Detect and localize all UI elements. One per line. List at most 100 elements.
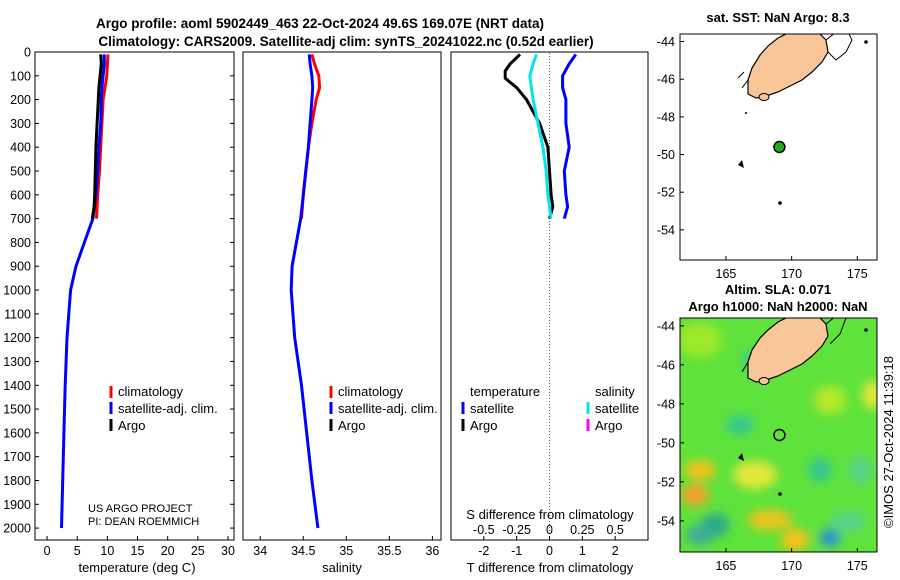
legend-climatology-label: climatology	[118, 384, 184, 399]
sal-legend-satellite-adj-label: satellite-adj. clim.	[338, 401, 438, 416]
legend-t-argo-label: Argo	[470, 418, 497, 433]
sla-stewart-island	[758, 377, 770, 385]
map-x-tick-label: 175	[847, 559, 868, 573]
map-y-tick-label: -54	[657, 514, 675, 528]
legend-s-argo-label: Argo	[595, 418, 622, 433]
series-line-temperature-argo	[503, 53, 555, 220]
t-difference-label: T difference from climatology	[467, 560, 634, 575]
depth-tick-label: 700	[10, 212, 31, 226]
x-tick-label: 15	[131, 544, 145, 558]
sla-small-island-ne	[864, 328, 868, 332]
salinity-x-label: salinity	[322, 560, 362, 575]
x-tick-label: 35.5	[377, 544, 401, 558]
x-tick-label: 35	[339, 544, 353, 558]
depth-tick-label: 1200	[3, 331, 31, 345]
map-y-tick-label: -48	[657, 397, 675, 411]
sla-map-title-line1: Altim. SLA: 0.071	[725, 282, 831, 297]
depth-tick-label: 1000	[3, 284, 31, 298]
campbell-island	[778, 201, 782, 205]
series-line-satellite-adj-clim-	[289, 54, 320, 529]
depth-tick-label: 100	[10, 69, 31, 83]
depth-tick-label: 400	[10, 141, 31, 155]
map-y-tick-label: -54	[657, 223, 675, 237]
temperature-series	[60, 54, 110, 529]
temperature-axes-frame	[34, 51, 235, 541]
difference-legend: temperature salinity satellite Argo sate…	[461, 384, 639, 433]
x-tick-label: 34.5	[291, 544, 315, 558]
map-x-tick-label: 165	[716, 267, 737, 281]
sla-coastline-detail	[741, 318, 847, 373]
map-x-tick-label: 170	[781, 267, 802, 281]
legend-satellite-adj-label: satellite-adj. clim.	[118, 401, 218, 416]
series-line-argo	[90, 54, 103, 219]
x-tick-label: -2	[478, 544, 489, 558]
map-y-tick-label: -44	[657, 35, 675, 49]
depth-tick-label: 2000	[3, 522, 31, 536]
auckland-islands	[738, 160, 744, 168]
s-tick-label: -0.5	[473, 523, 495, 537]
x-tick-label: 2	[612, 544, 619, 558]
x-tick-label: 36	[425, 544, 439, 558]
map-y-tick-label: -46	[657, 73, 675, 87]
temperature-x-axis: 0 5 10 15 20 25 30	[44, 536, 235, 558]
coastline-detail	[737, 34, 853, 89]
map-y-tick-label: -52	[657, 186, 675, 200]
sla-map-frame	[679, 317, 878, 553]
x-tick-label: 5	[74, 544, 81, 558]
sst-map-title: sat. SST: NaN Argo: 8.3	[706, 10, 849, 25]
sla-map-axes: 165 170 175 -44 -46 -48 -50 -52 -54	[657, 319, 868, 573]
map-y-tick-label: -50	[657, 436, 675, 450]
s-tick-label: 0.25	[570, 523, 594, 537]
temperature-legend: climatology satellite-adj. clim. Argo	[109, 384, 218, 433]
sla-campbell-island	[778, 492, 782, 496]
x-tick-label: 34	[253, 544, 267, 558]
map-y-tick-label: -48	[657, 110, 675, 124]
salinity-x-axis: 34 34.5 35 35.5 36	[253, 536, 439, 558]
depth-tick-label: 1600	[3, 426, 31, 440]
depth-tick-label: 0	[24, 46, 31, 60]
difference-x-axis: -2 -1 0 1 2	[478, 536, 619, 558]
difference-panel: -2 -1 0 1 2 S difference from climatology -0…	[450, 51, 649, 575]
sst-map-frame	[679, 33, 878, 261]
depth-tick-label: 1900	[3, 498, 31, 512]
difference-series	[503, 53, 578, 220]
pi-label: PI: DEAN ROEMMICH	[88, 516, 199, 528]
sla-argo-float-marker	[773, 428, 786, 442]
small-island-ne	[864, 40, 868, 44]
depth-tick-label: 1800	[3, 474, 31, 488]
x-tick-label: -1	[511, 544, 522, 558]
s-tick-label: 0	[546, 523, 553, 537]
s-tick-label: 0.5	[606, 523, 623, 537]
map-x-tick-label: 175	[847, 267, 868, 281]
x-tick-label: 25	[191, 544, 205, 558]
x-tick-label: 0	[44, 544, 51, 558]
sla-anomaly-blobs	[680, 322, 877, 552]
depth-tick-label: 300	[10, 117, 31, 131]
depth-tick-label: 900	[10, 260, 31, 274]
series-line-salinity-satellite	[528, 53, 553, 219]
salinity-panel: 34 34.5 35 35.5 36 salinity climatology sate…	[242, 51, 442, 575]
sst-map-axes: 165 170 175 -44 -46 -48 -50 -52 -54	[657, 35, 868, 281]
sla-map-title-line2: Argo h1000: NaN h2000: NaN	[688, 299, 867, 314]
map-x-tick-label: 165	[716, 559, 737, 573]
map-x-tick-label: 170	[781, 559, 802, 573]
salinity-difference-ticks: -0.5 -0.25 0 0.25 0.5	[473, 523, 624, 537]
depth-tick-label: 1100	[4, 307, 31, 321]
figure-title-line1: Argo profile: aoml 5902449_463 22-Oct-20…	[96, 16, 544, 31]
depth-tick-label: 1400	[3, 379, 31, 393]
project-label: US ARGO PROJECT	[88, 503, 193, 515]
depth-tick-label: 600	[10, 188, 31, 202]
depth-tick-label: 800	[10, 236, 31, 250]
depth-tick-label: 1700	[3, 450, 31, 464]
stewart-island	[758, 93, 770, 101]
series-line-temperature-satellite	[561, 53, 578, 220]
sst-map-land	[737, 34, 868, 205]
sla-map: Altim. SLA: 0.071 Argo h1000: NaN h2000:…	[657, 282, 878, 573]
x-tick-label: 10	[100, 544, 114, 558]
snares-islands	[745, 112, 747, 114]
salinity-legend: climatology satellite-adj. clim. Argo	[329, 384, 438, 433]
temperature-x-label: temperature (deg C)	[78, 560, 195, 575]
depth-tick-label: 500	[10, 165, 31, 179]
sla-auckland-islands	[738, 453, 744, 461]
